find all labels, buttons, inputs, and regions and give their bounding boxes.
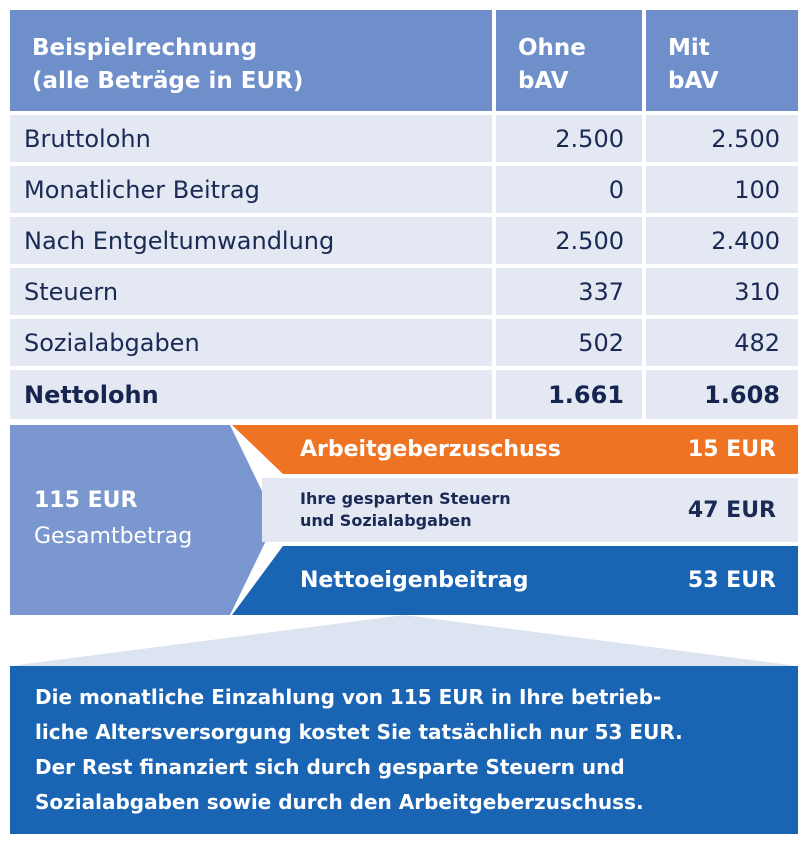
header-description: Beispielrechnung (alle Beträge in EUR) bbox=[10, 10, 492, 111]
header-with-line1: Mit bbox=[668, 35, 710, 61]
header-without-bav: Ohne bAV bbox=[496, 10, 642, 111]
header-with-bav: Mit bAV bbox=[646, 10, 798, 111]
row-value-with: 100 bbox=[646, 166, 798, 213]
tax-savings-label-line1: Ihre gesparten Steuern bbox=[300, 489, 511, 508]
net-contribution-bar: Nettoeigenbeitrag 53 EUR bbox=[232, 546, 798, 615]
row-label: Monatlicher Beitrag bbox=[10, 166, 492, 213]
employer-contribution-label: Arbeitgeberzuschuss bbox=[300, 437, 561, 462]
row-label: Sozialabgaben bbox=[10, 319, 492, 366]
tax-savings-label: Ihre gesparten Steuern und Sozialabgaben bbox=[262, 488, 511, 532]
header-title: Beispielrechnung bbox=[32, 35, 258, 61]
header-with-line2: bAV bbox=[668, 68, 719, 94]
row-label: Bruttolohn bbox=[10, 115, 492, 162]
table-row: Steuern 337 310 bbox=[10, 268, 798, 315]
explanation-line: Sozialabgaben sowie durch den Arbeitgebe… bbox=[35, 790, 644, 814]
row-value-with: 2.400 bbox=[646, 217, 798, 264]
row-value-without: 502 bbox=[496, 319, 642, 366]
table-row: Bruttolohn 2.500 2.500 bbox=[10, 115, 798, 162]
total-arrow-shape bbox=[10, 425, 276, 615]
row-value-with: 1.608 bbox=[646, 370, 798, 419]
row-label: Steuern bbox=[10, 268, 492, 315]
header-subtitle: (alle Beträge in EUR) bbox=[32, 68, 304, 94]
explanation-line: liche Altersversorgung kostet Sie tatsäc… bbox=[35, 720, 683, 744]
row-value-with: 310 bbox=[646, 268, 798, 315]
row-value-without: 0 bbox=[496, 166, 642, 213]
table-row: Sozialabgaben 502 482 bbox=[10, 319, 798, 366]
row-label: Nettolohn bbox=[10, 370, 492, 419]
explanation-line: Die monatliche Einzahlung von 115 EUR in… bbox=[35, 685, 662, 709]
header-without-line1: Ohne bbox=[518, 35, 586, 61]
row-value-without: 2.500 bbox=[496, 217, 642, 264]
explanation-box: Die monatliche Einzahlung von 115 EUR in… bbox=[10, 666, 798, 834]
explanation-line: Der Rest finanziert sich durch gesparte … bbox=[35, 755, 625, 779]
row-value-with: 2.500 bbox=[646, 115, 798, 162]
tax-savings-label-line2: und Sozialabgaben bbox=[300, 511, 472, 530]
tax-savings-bar: Ihre gesparten Steuern und Sozialabgaben… bbox=[262, 478, 798, 542]
connector-funnel-shape bbox=[10, 615, 798, 666]
row-value-without: 1.661 bbox=[496, 370, 642, 419]
table-row-net-salary: Nettolohn 1.661 1.608 bbox=[10, 370, 798, 419]
row-value-with: 482 bbox=[646, 319, 798, 366]
net-contribution-value: 53 EUR bbox=[687, 568, 776, 593]
table-row: Nach Entgeltumwandlung 2.500 2.400 bbox=[10, 217, 798, 264]
total-amount: 115 EUR bbox=[34, 488, 138, 513]
employer-contribution-value: 15 EUR bbox=[687, 437, 776, 462]
tax-savings-value: 47 EUR bbox=[687, 497, 776, 523]
total-arrow-panel bbox=[10, 425, 276, 615]
table-row: Monatlicher Beitrag 0 100 bbox=[10, 166, 798, 213]
total-label: Gesamtbetrag bbox=[34, 524, 193, 549]
net-contribution-label: Nettoeigenbeitrag bbox=[300, 568, 529, 593]
connector-funnel bbox=[10, 615, 798, 666]
row-label: Nach Entgeltumwandlung bbox=[10, 217, 492, 264]
table-header: Beispielrechnung (alle Beträge in EUR) O… bbox=[10, 10, 798, 111]
row-value-without: 337 bbox=[496, 268, 642, 315]
employer-contribution-bar: Arbeitgeberzuschuss 15 EUR bbox=[232, 425, 798, 474]
row-value-without: 2.500 bbox=[496, 115, 642, 162]
header-without-line2: bAV bbox=[518, 68, 569, 94]
